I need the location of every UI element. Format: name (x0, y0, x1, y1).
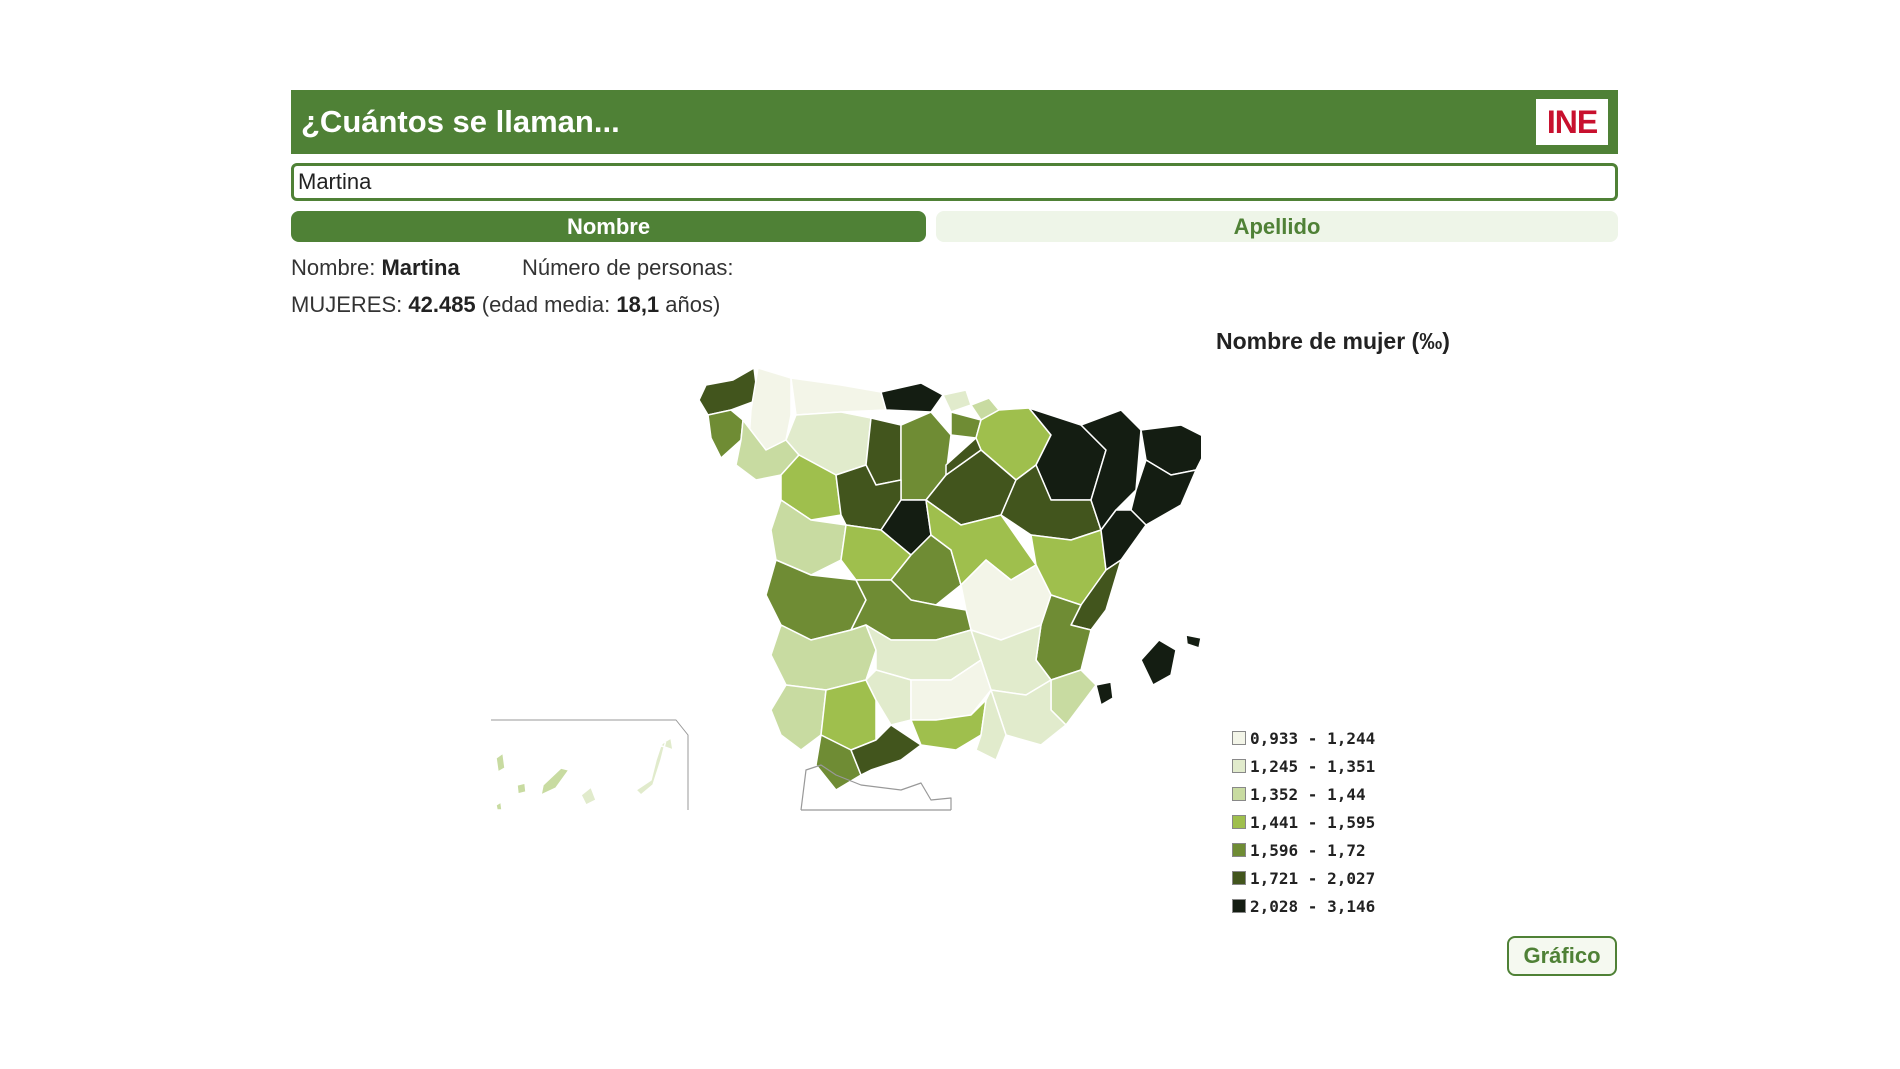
province-cantabria (880, 382, 944, 413)
header-bar: ¿Cuántos se llaman... INE (291, 90, 1618, 154)
legend-item: 1,245 - 1,351 (1232, 752, 1375, 780)
province-illes-balears-menorca (1185, 634, 1201, 649)
personas-label: Número de personas: (521, 255, 734, 280)
legend-swatch (1232, 731, 1246, 745)
edad-value: 18,1 (616, 292, 660, 317)
legend-swatch (1232, 815, 1246, 829)
tab-nombre[interactable]: Nombre (291, 211, 926, 242)
province-la-rioja (945, 437, 982, 476)
edad-open: (edad media: (481, 292, 611, 317)
mujeres-info-line: MUJERES: 42.485 (edad media: 18,1 años) (291, 292, 720, 318)
mujeres-label: MUJERES: (291, 292, 403, 317)
name-search-input[interactable] (291, 163, 1618, 201)
province-pontevedra (707, 409, 744, 459)
province-murcia (990, 679, 1067, 746)
province-badajoz (770, 624, 877, 691)
legend-item: 1,352 - 1,44 (1232, 780, 1375, 808)
province-a-coruna (698, 367, 759, 416)
edad-unit: años) (665, 292, 721, 317)
legend-swatch (1232, 871, 1246, 885)
nombre-label: Nombre: (291, 255, 376, 280)
legend-label: 1,352 - 1,44 (1250, 784, 1366, 804)
nombre-value: Martina (381, 255, 460, 280)
legend-swatch (1232, 899, 1246, 913)
legend-label: 1,596 - 1,72 (1250, 840, 1366, 860)
legend-swatch (1232, 787, 1246, 801)
legend-label: 1,245 - 1,351 (1250, 756, 1376, 776)
legend-item: 1,441 - 1,595 (1232, 808, 1375, 836)
ceuta-melilla-frame (800, 764, 952, 811)
province-almeria (975, 689, 1007, 761)
map-legend: 0,933 - 1,244 1,245 - 1,351 1,352 - 1,44 1,… (1232, 724, 1375, 920)
ine-logo-text: INE (1546, 103, 1598, 140)
map-title: Nombre de mujer (‰) (1216, 328, 1450, 354)
province-bizkaia (942, 389, 972, 413)
legend-label: 0,933 - 1,244 (1250, 728, 1376, 748)
province-malaga (850, 724, 922, 776)
province-asturias (790, 377, 887, 416)
province-huelva (770, 684, 827, 751)
tab-apellido[interactable]: Apellido (936, 211, 1618, 242)
legend-label: 1,721 - 2,027 (1250, 868, 1376, 888)
province-illes-balears-mallorca (1140, 639, 1177, 686)
widget-title: ¿Cuántos se llaman... (301, 104, 620, 139)
province-cadiz (815, 734, 862, 791)
legend-label: 2,028 - 3,146 (1250, 896, 1376, 916)
spain-choropleth-map (491, 367, 1201, 811)
legend-item: 2,028 - 3,146 (1232, 892, 1375, 920)
legend-item: 1,721 - 2,027 (1232, 864, 1375, 892)
province-illes-balears-ibiza (1095, 681, 1114, 706)
grafico-button[interactable]: Gráfico (1507, 936, 1617, 976)
legend-swatch (1232, 759, 1246, 773)
ine-logo: INE (1536, 99, 1608, 145)
province-salamanca (770, 499, 847, 576)
province-las-palmas (580, 737, 674, 806)
legend-item: 1,596 - 1,72 (1232, 836, 1375, 864)
legend-item: 0,933 - 1,244 (1232, 724, 1375, 752)
legend-swatch (1232, 843, 1246, 857)
province-santa-cruz-tenerife (495, 752, 570, 811)
names-widget: ¿Cuántos se llaman... INE Nombre Apellid… (291, 90, 1618, 990)
name-info-line: Nombre: Martina Número de personas: (291, 255, 734, 281)
legend-label: 1,441 - 1,595 (1250, 812, 1376, 832)
canarias-frame (491, 719, 689, 810)
mujeres-value: 42.485 (408, 292, 476, 317)
